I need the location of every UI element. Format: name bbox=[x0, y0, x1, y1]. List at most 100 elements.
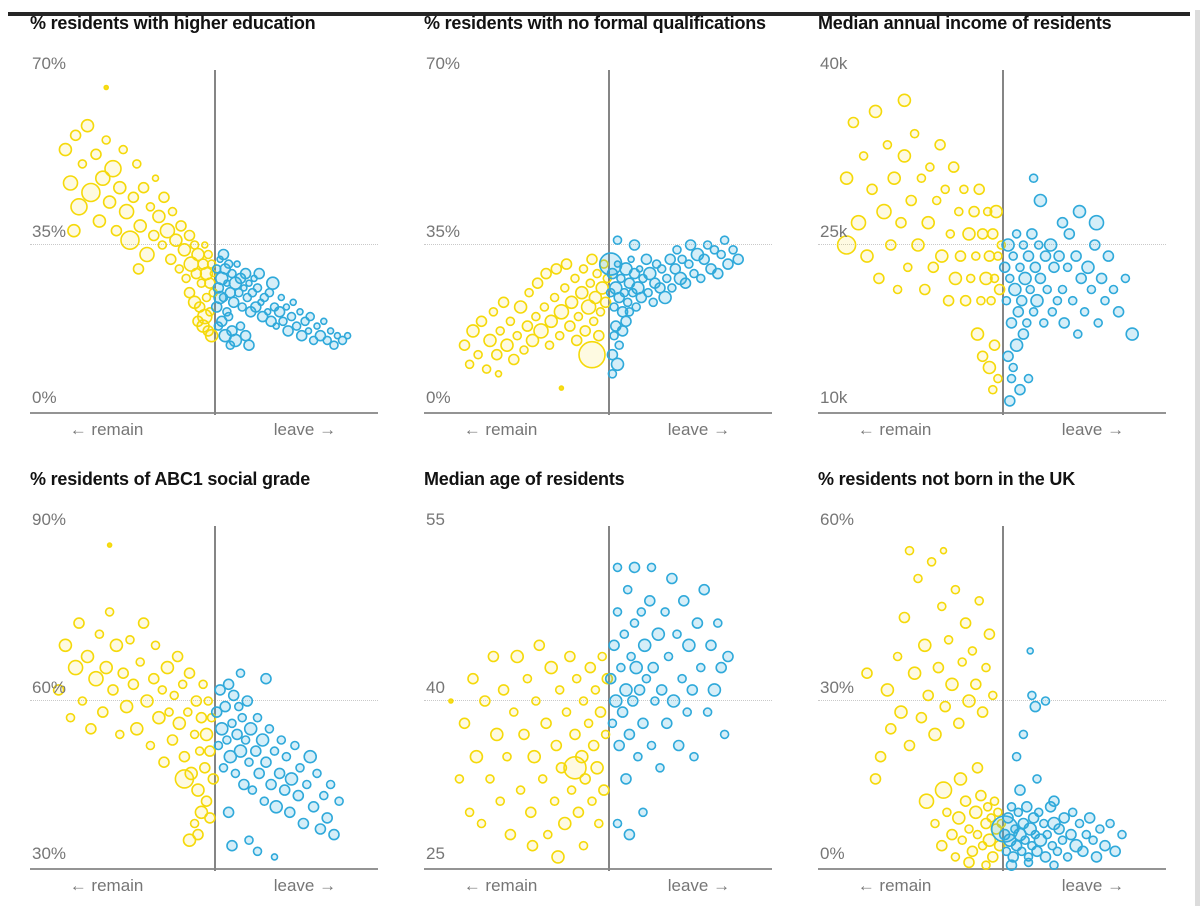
bubble-leave bbox=[321, 812, 334, 824]
bubble-remain bbox=[585, 278, 596, 288]
scatter-canvas bbox=[458, 235, 745, 391]
bubble-leave bbox=[239, 267, 252, 280]
bubble-remain bbox=[970, 678, 982, 691]
bubble-remain bbox=[549, 796, 560, 807]
bubble-remain bbox=[882, 140, 893, 150]
bubble-remain bbox=[988, 690, 998, 701]
bubble-leave bbox=[715, 661, 728, 674]
bubble-leave bbox=[250, 745, 262, 757]
bubble-remain bbox=[203, 696, 213, 706]
bubble-leave bbox=[643, 266, 657, 281]
bubble-leave bbox=[1058, 317, 1070, 329]
bubble-leave bbox=[619, 287, 630, 298]
bubble-leave bbox=[1083, 812, 1096, 824]
bubble-leave bbox=[620, 315, 632, 328]
bubble-leave bbox=[292, 789, 305, 802]
bubble-leave bbox=[647, 661, 659, 674]
bubble-remain bbox=[169, 233, 183, 247]
bubble-leave bbox=[252, 283, 263, 293]
bubble-leave bbox=[1044, 800, 1057, 813]
bubble-leave bbox=[608, 639, 620, 652]
bubble-leave bbox=[622, 297, 633, 308]
bubble-remain bbox=[969, 805, 983, 820]
bubble-leave bbox=[296, 308, 304, 316]
bubble-leave bbox=[606, 348, 619, 361]
bubble-remain bbox=[993, 251, 1003, 261]
bubble-remain bbox=[971, 762, 984, 774]
bubble-leave bbox=[314, 329, 327, 342]
remain-axis-label: ← remain bbox=[69, 420, 144, 439]
bubble-leave bbox=[235, 668, 246, 678]
bubble-leave bbox=[264, 724, 275, 734]
bubble-remain bbox=[880, 683, 895, 697]
bubble-remain bbox=[90, 148, 102, 161]
bubble-leave bbox=[1002, 812, 1014, 824]
bubble-remain bbox=[564, 650, 576, 663]
bubble-leave bbox=[305, 311, 316, 322]
bubble-remain bbox=[510, 649, 524, 664]
bubble-remain bbox=[549, 292, 560, 303]
y-tick-top: 40k bbox=[820, 54, 848, 73]
bubble-remain bbox=[959, 795, 972, 808]
bubble-leave bbox=[1070, 250, 1082, 262]
bubble-remain bbox=[570, 273, 580, 284]
bubble-remain bbox=[982, 833, 997, 848]
bubble-leave bbox=[307, 800, 320, 813]
bubble-leave bbox=[635, 265, 644, 273]
bubble-leave bbox=[210, 706, 223, 718]
bubble-leave bbox=[655, 763, 665, 773]
bubble-leave bbox=[234, 287, 244, 298]
bubble-remain bbox=[987, 228, 999, 240]
bubble-remain bbox=[521, 320, 534, 332]
bubble-leave bbox=[1120, 273, 1131, 284]
bubble-remain bbox=[560, 258, 573, 270]
bubble-remain bbox=[481, 364, 492, 374]
bubble-remain bbox=[946, 828, 958, 841]
bubble-remain bbox=[564, 295, 579, 310]
bubble-remain bbox=[204, 328, 219, 343]
bubble-remain bbox=[586, 253, 598, 266]
bubble-leave bbox=[1117, 829, 1127, 840]
bubble-leave bbox=[1004, 395, 1016, 407]
bubble-leave bbox=[314, 823, 327, 835]
bubble-remain bbox=[850, 214, 867, 231]
bubble-leave bbox=[1002, 350, 1014, 363]
scatter-canvas bbox=[861, 545, 1127, 872]
bubble-leave bbox=[337, 335, 348, 346]
bubble-leave bbox=[1018, 271, 1032, 286]
plot-area: 40k 25k 10k bbox=[818, 55, 1166, 415]
y-tick-mid: 35% bbox=[32, 222, 67, 241]
bubble-leave bbox=[243, 339, 255, 352]
plot-area: 60% 30% 0% bbox=[818, 511, 1166, 872]
bubble-remain bbox=[201, 292, 212, 303]
bubble-remain bbox=[159, 222, 176, 239]
bubble-leave bbox=[252, 712, 263, 723]
bubble-remain bbox=[204, 812, 216, 824]
remain-axis-label: ← remain bbox=[463, 420, 538, 439]
bubble-remain bbox=[539, 302, 550, 312]
bubble-remain bbox=[925, 162, 935, 172]
bubble-leave bbox=[238, 778, 250, 791]
bubble-leave bbox=[1008, 282, 1022, 297]
bubble-remain bbox=[989, 204, 1003, 219]
bubble-leave bbox=[609, 302, 619, 312]
panel-not-born-uk: % residents not born in the UK 60% 30% 0… bbox=[818, 466, 1166, 898]
bubble-remain bbox=[178, 750, 191, 763]
bubble-leave bbox=[629, 660, 643, 675]
bubble-leave bbox=[698, 583, 711, 596]
bubble-remain bbox=[976, 295, 986, 306]
bubble-remain bbox=[580, 299, 597, 315]
bubble-remain bbox=[982, 801, 993, 812]
bubble-remain bbox=[940, 184, 950, 195]
y-tick-bottom: 30% bbox=[32, 844, 67, 863]
bubble-leave bbox=[1006, 373, 1017, 384]
bubble-remain bbox=[509, 707, 519, 717]
bubble-remain bbox=[963, 856, 975, 869]
bubble-remain bbox=[497, 684, 510, 696]
bubble-remain bbox=[551, 850, 565, 864]
bubble-remain bbox=[133, 219, 147, 233]
bubble-remain bbox=[590, 685, 601, 695]
bubble-remain bbox=[595, 307, 606, 317]
bubble-leave bbox=[322, 335, 333, 346]
bubble-remain bbox=[104, 159, 122, 178]
